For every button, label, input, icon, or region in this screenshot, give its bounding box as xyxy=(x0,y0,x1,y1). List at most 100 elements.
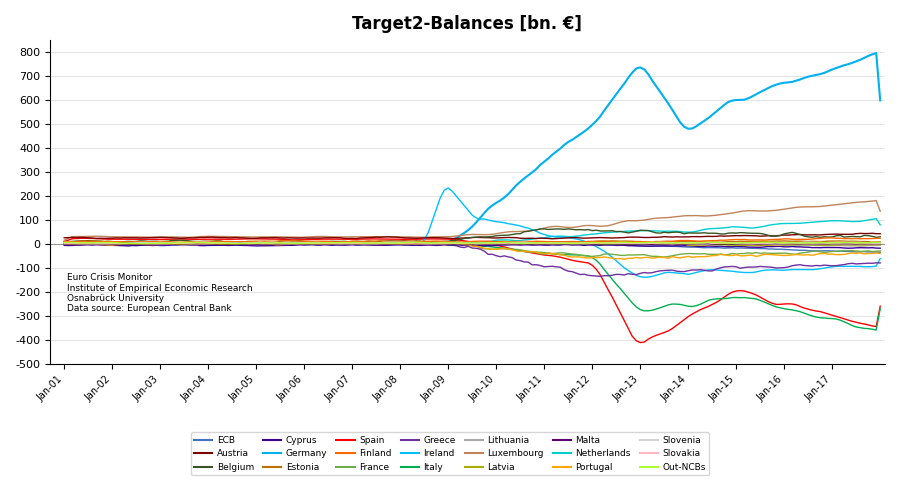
Lithuania xyxy=(875,242,886,248)
Portugal xyxy=(619,256,630,262)
Belgium xyxy=(562,226,573,232)
Belgium xyxy=(511,231,522,237)
Out-NCBs xyxy=(575,240,586,246)
Luxembourg xyxy=(803,204,814,210)
ECB xyxy=(806,248,817,254)
Line: Lithuania: Lithuania xyxy=(64,244,880,246)
Luxembourg xyxy=(554,224,565,229)
Line: Estonia: Estonia xyxy=(64,241,880,244)
Malta xyxy=(811,241,822,247)
Greece xyxy=(575,272,586,277)
Netherlands xyxy=(875,222,886,228)
Austria xyxy=(875,231,886,237)
ECB xyxy=(575,241,586,247)
Cyprus xyxy=(615,242,626,248)
Malta xyxy=(575,241,586,247)
Belgium xyxy=(235,240,246,245)
Slovenia xyxy=(811,240,822,245)
Belgium xyxy=(163,239,174,244)
Greece xyxy=(811,263,822,268)
Slovenia xyxy=(58,240,69,245)
Estonia xyxy=(554,239,565,245)
Slovakia xyxy=(811,241,822,247)
Cyprus xyxy=(575,242,586,248)
Slovenia xyxy=(199,239,210,245)
Belgium xyxy=(619,229,630,235)
ECB xyxy=(163,240,174,246)
Spain xyxy=(511,247,522,253)
Ireland xyxy=(58,241,69,247)
Germany xyxy=(166,241,177,247)
Line: Belgium: Belgium xyxy=(64,229,880,242)
Luxembourg xyxy=(507,228,517,234)
Germany xyxy=(615,86,626,92)
Germany xyxy=(806,73,817,79)
Malta xyxy=(511,241,522,247)
Estonia xyxy=(507,239,517,244)
France xyxy=(58,241,69,247)
Malta xyxy=(619,241,630,247)
Slovakia xyxy=(770,242,781,248)
Greece xyxy=(211,240,221,246)
Line: Malta: Malta xyxy=(64,243,880,244)
Malta xyxy=(559,241,570,247)
Out-NCBs xyxy=(875,240,886,245)
Line: Finland: Finland xyxy=(64,238,880,242)
Netherlands xyxy=(615,229,626,235)
Ireland xyxy=(811,266,822,272)
Austria xyxy=(615,235,626,240)
Latvia xyxy=(875,242,886,248)
Slovakia xyxy=(571,241,581,247)
Spain xyxy=(615,310,626,315)
Italy xyxy=(871,327,882,333)
France xyxy=(659,254,670,260)
Austria xyxy=(547,236,558,241)
Ireland xyxy=(875,256,886,262)
Netherlands xyxy=(806,219,817,225)
Spain xyxy=(634,340,645,346)
Netherlands xyxy=(166,241,177,247)
Slovakia xyxy=(875,241,886,247)
Out-NCBs xyxy=(811,240,822,246)
Ireland xyxy=(511,222,522,228)
Italy xyxy=(511,247,522,253)
Germany xyxy=(575,132,586,137)
Cyprus xyxy=(559,242,570,248)
Line: Spain: Spain xyxy=(64,238,880,343)
Title: Target2-Balances [bn. €]: Target2-Balances [bn. €] xyxy=(353,15,582,33)
Belgium xyxy=(875,234,886,240)
Latvia xyxy=(806,242,817,248)
Slovenia xyxy=(515,240,526,245)
ECB xyxy=(166,240,177,246)
Slovenia xyxy=(579,240,590,246)
Cyprus xyxy=(842,245,853,251)
Line: ECB: ECB xyxy=(64,243,880,252)
Estonia xyxy=(571,239,581,244)
Belgium xyxy=(579,227,590,233)
Slovenia xyxy=(875,240,886,246)
Line: Italy: Italy xyxy=(64,242,880,330)
Slovakia xyxy=(163,241,174,247)
Cyprus xyxy=(554,242,565,248)
Estonia xyxy=(163,241,174,247)
Spain xyxy=(875,303,886,309)
France xyxy=(163,241,174,247)
Portugal xyxy=(446,240,457,245)
Finland xyxy=(827,235,838,241)
Malta xyxy=(58,241,69,247)
Line: France: France xyxy=(64,243,880,257)
Portugal xyxy=(811,252,822,257)
Out-NCBs xyxy=(755,240,766,245)
Greece xyxy=(619,272,630,278)
Netherlands xyxy=(559,233,570,239)
Spain xyxy=(58,239,69,244)
Latvia xyxy=(58,241,69,247)
Slovenia xyxy=(115,241,126,247)
Ireland xyxy=(575,237,586,243)
ECB xyxy=(875,250,886,255)
ECB xyxy=(511,241,522,247)
Spain xyxy=(811,308,822,314)
Lithuania xyxy=(611,241,622,247)
Cyprus xyxy=(875,245,886,251)
Line: Netherlands: Netherlands xyxy=(64,219,880,244)
